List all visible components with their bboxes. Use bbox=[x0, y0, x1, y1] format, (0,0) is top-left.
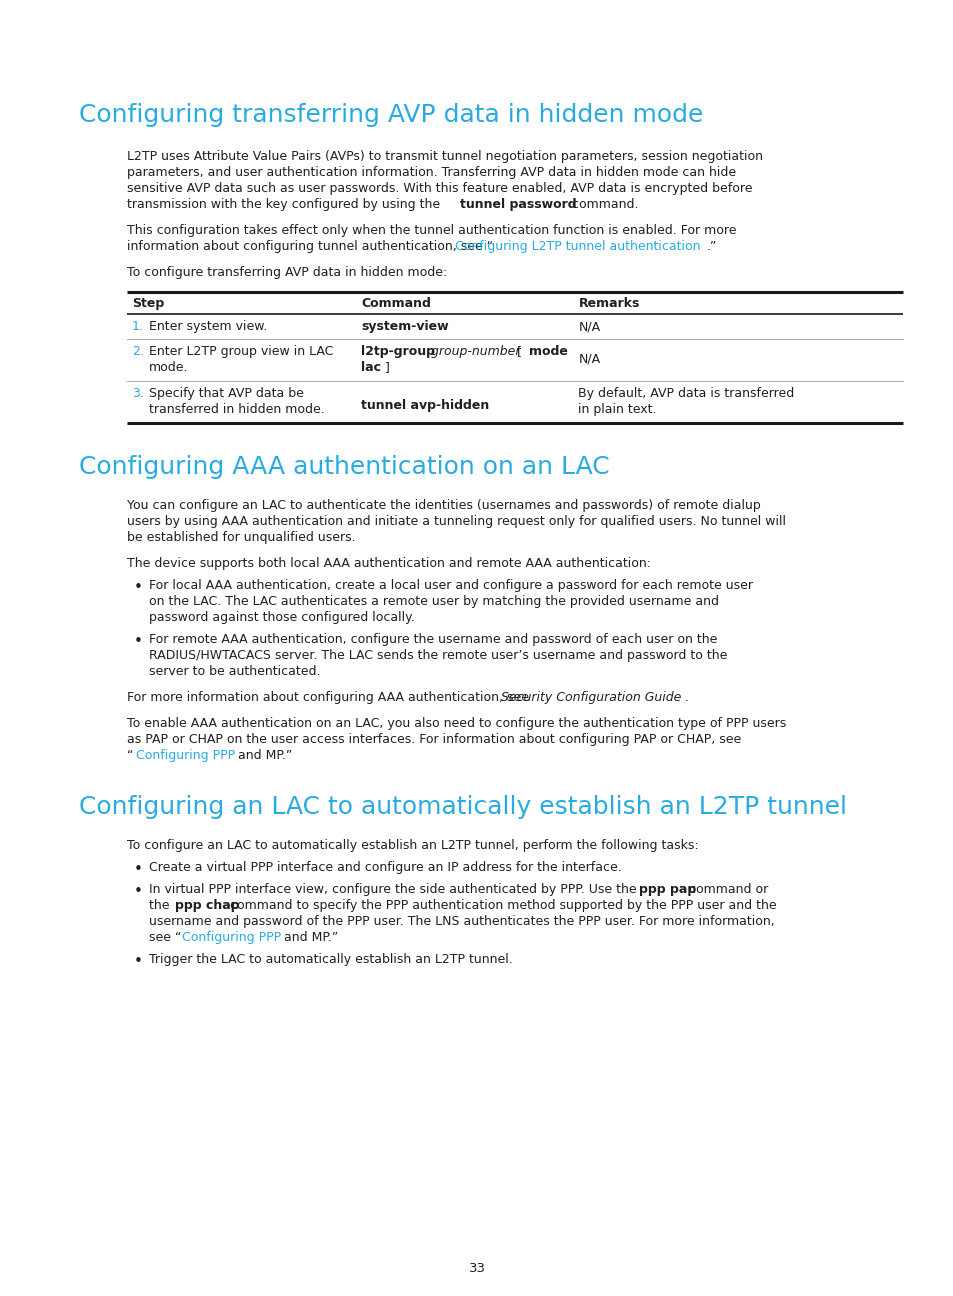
Text: RADIUS/HWTACACS server. The LAC sends the remote user’s username and password to: RADIUS/HWTACACS server. The LAC sends th… bbox=[149, 649, 726, 662]
Text: Trigger the LAC to automatically establish an L2TP tunnel.: Trigger the LAC to automatically establi… bbox=[149, 953, 512, 966]
Text: .: . bbox=[684, 691, 688, 704]
Text: ]: ] bbox=[380, 362, 390, 375]
Text: see “: see “ bbox=[149, 931, 181, 943]
Text: •: • bbox=[133, 581, 143, 595]
Text: Configuring PPP: Configuring PPP bbox=[135, 749, 234, 762]
Text: on the LAC. The LAC authenticates a remote user by matching the provided usernam: on the LAC. The LAC authenticates a remo… bbox=[149, 595, 719, 608]
Text: mode.: mode. bbox=[149, 362, 188, 375]
Text: To configure transferring AVP data in hidden mode:: To configure transferring AVP data in hi… bbox=[127, 266, 447, 279]
Text: and MP.”: and MP.” bbox=[279, 931, 337, 943]
Text: •: • bbox=[133, 634, 143, 649]
Text: For remote AAA authentication, configure the username and password of each user : For remote AAA authentication, configure… bbox=[149, 632, 717, 645]
Text: mode: mode bbox=[528, 345, 567, 358]
Text: For local AAA authentication, create a local user and configure a password for e: For local AAA authentication, create a l… bbox=[149, 579, 752, 592]
Text: command to specify the PPP authentication method supported by the PPP user and t: command to specify the PPP authenticatio… bbox=[226, 899, 776, 912]
Text: ppp pap: ppp pap bbox=[639, 883, 696, 896]
Text: L2TP uses Attribute Value Pairs (AVPs) to transmit tunnel negotiation parameters: L2TP uses Attribute Value Pairs (AVPs) t… bbox=[127, 150, 762, 163]
Text: This configuration takes effect only when the tunnel authentication function is : This configuration takes effect only whe… bbox=[127, 224, 736, 237]
Text: and MP.”: and MP.” bbox=[233, 749, 292, 762]
Text: •: • bbox=[133, 954, 143, 969]
Text: Command: Command bbox=[360, 297, 431, 310]
Text: Configuring L2TP tunnel authentication: Configuring L2TP tunnel authentication bbox=[455, 240, 700, 253]
Text: 2.: 2. bbox=[132, 345, 144, 358]
Text: system-view: system-view bbox=[360, 320, 448, 333]
Text: ppp chap: ppp chap bbox=[174, 899, 239, 912]
Text: •: • bbox=[133, 884, 143, 899]
Text: information about configuring tunnel authentication, see “: information about configuring tunnel aut… bbox=[127, 240, 493, 253]
Text: By default, AVP data is transferred: By default, AVP data is transferred bbox=[578, 388, 794, 400]
Text: You can configure an LAC to authenticate the identities (usernames and passwords: You can configure an LAC to authenticate… bbox=[127, 499, 760, 512]
Text: be established for unqualified users.: be established for unqualified users. bbox=[127, 531, 355, 544]
Text: in plain text.: in plain text. bbox=[578, 403, 657, 416]
Text: the: the bbox=[149, 899, 173, 912]
Text: command.: command. bbox=[567, 198, 638, 211]
Text: Security Configuration Guide: Security Configuration Guide bbox=[500, 691, 680, 704]
Text: Configuring an LAC to automatically establish an L2TP tunnel: Configuring an LAC to automatically esta… bbox=[79, 794, 846, 819]
Text: •: • bbox=[133, 862, 143, 877]
Text: transferred in hidden mode.: transferred in hidden mode. bbox=[149, 403, 324, 416]
Text: Configuring PPP: Configuring PPP bbox=[182, 931, 281, 943]
Text: as PAP or CHAP on the user access interfaces. For information about configuring : as PAP or CHAP on the user access interf… bbox=[127, 734, 740, 746]
Text: Configuring AAA authentication on an LAC: Configuring AAA authentication on an LAC bbox=[79, 455, 609, 480]
Text: server to be authenticated.: server to be authenticated. bbox=[149, 665, 320, 678]
Text: password against those configured locally.: password against those configured locall… bbox=[149, 610, 415, 623]
Text: Create a virtual PPP interface and configure an IP address for the interface.: Create a virtual PPP interface and confi… bbox=[149, 861, 621, 874]
Text: l2tp-group: l2tp-group bbox=[360, 345, 435, 358]
Text: Remarks: Remarks bbox=[578, 297, 639, 310]
Text: Step: Step bbox=[132, 297, 164, 310]
Text: lac: lac bbox=[360, 362, 380, 375]
Text: Enter system view.: Enter system view. bbox=[149, 320, 267, 333]
Text: [: [ bbox=[513, 345, 525, 358]
Text: 1.: 1. bbox=[132, 320, 144, 333]
Text: transmission with the key configured by using the: transmission with the key configured by … bbox=[127, 198, 443, 211]
Text: To enable AAA authentication on an LAC, you also need to configure the authentic: To enable AAA authentication on an LAC, … bbox=[127, 717, 785, 730]
Text: users by using AAA authentication and initiate a tunneling request only for qual: users by using AAA authentication and in… bbox=[127, 515, 785, 527]
Text: tunnel avp-hidden: tunnel avp-hidden bbox=[360, 399, 489, 412]
Text: group-number: group-number bbox=[427, 345, 520, 358]
Text: For more information about configuring AAA authentication, see: For more information about configuring A… bbox=[127, 691, 533, 704]
Text: “: “ bbox=[127, 749, 133, 762]
Text: N/A: N/A bbox=[578, 353, 599, 365]
Text: Configuring transferring AVP data in hidden mode: Configuring transferring AVP data in hid… bbox=[79, 102, 702, 127]
Text: .”: .” bbox=[706, 240, 717, 253]
Text: N/A: N/A bbox=[578, 320, 599, 333]
Text: tunnel password: tunnel password bbox=[459, 198, 576, 211]
Text: To configure an LAC to automatically establish an L2TP tunnel, perform the follo: To configure an LAC to automatically est… bbox=[127, 839, 698, 851]
Text: The device supports both local AAA authentication and remote AAA authentication:: The device supports both local AAA authe… bbox=[127, 557, 650, 570]
Text: parameters, and user authentication information. Transferring AVP data in hidden: parameters, and user authentication info… bbox=[127, 166, 735, 179]
Text: 3.: 3. bbox=[132, 388, 144, 400]
Text: sensitive AVP data such as user passwords. With this feature enabled, AVP data i: sensitive AVP data such as user password… bbox=[127, 181, 752, 194]
Text: Specify that AVP data be: Specify that AVP data be bbox=[149, 388, 303, 400]
Text: 33: 33 bbox=[468, 1262, 485, 1275]
Text: username and password of the PPP user. The LNS authenticates the PPP user. For m: username and password of the PPP user. T… bbox=[149, 915, 774, 928]
Text: In virtual PPP interface view, configure the side authenticated by PPP. Use the: In virtual PPP interface view, configure… bbox=[149, 883, 639, 896]
Text: command or: command or bbox=[684, 883, 767, 896]
Text: Enter L2TP group view in LAC: Enter L2TP group view in LAC bbox=[149, 345, 333, 358]
